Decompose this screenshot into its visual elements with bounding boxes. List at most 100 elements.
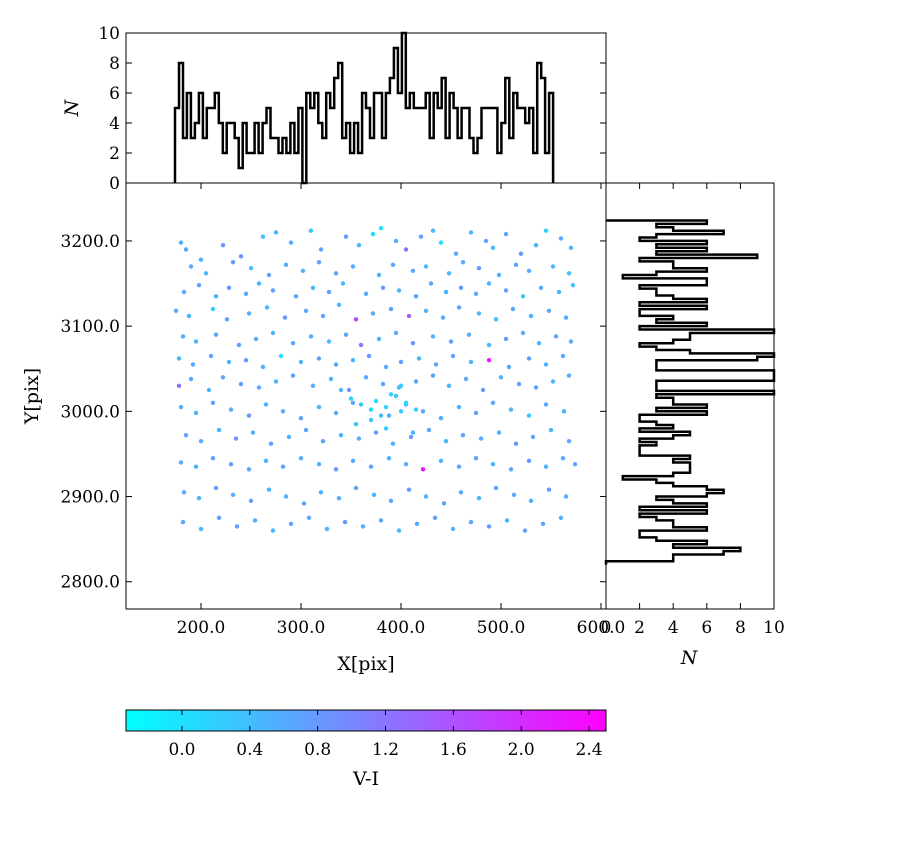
scatter-point <box>353 317 359 322</box>
scatter-point <box>410 341 416 346</box>
colorbar-gradient <box>125 709 607 732</box>
scatter-point <box>408 434 414 440</box>
scatter-point <box>390 262 396 267</box>
scatter-point <box>320 313 326 319</box>
scatter-point <box>473 456 479 461</box>
scatter-point <box>393 238 399 244</box>
top-y-tick-label: 6 <box>109 84 120 104</box>
scatter-point <box>460 260 466 265</box>
scatter-point <box>441 501 447 506</box>
scatter-point <box>370 311 376 316</box>
scatter-point <box>420 467 426 472</box>
scatter-point <box>476 266 482 271</box>
scatter-point <box>371 492 377 497</box>
scatter-point <box>386 456 392 461</box>
scatter-point <box>198 439 204 444</box>
scatter-point <box>518 251 524 256</box>
scatter-point <box>548 427 554 433</box>
scatter-point <box>520 294 526 299</box>
scatter-point <box>210 306 216 312</box>
scatter-y-ticks: 2800.0 2900.0 3000.0 3100.0 3200.0 <box>61 232 606 593</box>
scatter-point <box>410 430 416 435</box>
scatter-point <box>390 441 396 446</box>
scatter-point <box>263 458 269 463</box>
x-tick-label: 300.0 <box>277 618 326 638</box>
scatter-point <box>420 409 426 414</box>
scatter-point <box>458 490 464 495</box>
scatter-point <box>178 240 184 245</box>
scatter-point <box>328 376 334 382</box>
scatter-point <box>252 518 258 523</box>
scatter-point <box>543 402 549 407</box>
scatter-point <box>193 464 199 469</box>
scatter-point <box>383 404 389 410</box>
scatter-point <box>566 271 572 276</box>
y-tick-label: 2800.0 <box>61 573 120 593</box>
scatter-point <box>210 456 216 461</box>
right-x-tick-label: 0 <box>601 618 612 638</box>
scatter-point <box>183 247 189 252</box>
scatter-point <box>413 407 419 412</box>
scatter-point <box>456 464 462 469</box>
scatter-point <box>572 462 578 467</box>
scatter-point <box>363 375 369 380</box>
scatter-point <box>183 433 189 438</box>
scatter-point <box>428 281 434 286</box>
scatter-point <box>310 285 316 290</box>
scatter-point <box>513 441 519 446</box>
scatter-point <box>196 496 202 501</box>
scatter-point <box>342 519 348 525</box>
scatter-point <box>566 373 572 378</box>
scatter-point <box>181 289 187 295</box>
top-histogram-panel: 0 2 4 6 8 10 N <box>61 24 607 194</box>
scatter-point <box>234 524 240 529</box>
scatter-point <box>238 381 244 387</box>
scatter-point <box>246 467 252 472</box>
scatter-point <box>426 427 432 433</box>
colorbar-tick-label: 0.4 <box>236 740 263 760</box>
scatter-point <box>393 330 399 336</box>
scatter-point <box>273 379 279 384</box>
scatter-point <box>460 433 466 438</box>
colorbar-tick-label: 2.0 <box>508 740 535 760</box>
scatter-point <box>413 294 419 299</box>
scatter-point <box>403 462 409 467</box>
scatter-point <box>286 434 292 440</box>
scatter-point <box>324 526 330 532</box>
x-tick-label: 400.0 <box>377 618 426 638</box>
scatter-x-ticks: 200.0 300.0 400.0 500.0 600.0 <box>177 183 625 638</box>
scatter-point <box>506 364 512 370</box>
scatter-point <box>560 456 566 461</box>
scatter-point <box>378 226 384 231</box>
right-histogram-steps <box>604 219 776 565</box>
scatter-point <box>266 272 272 278</box>
scatter-point <box>466 332 472 337</box>
scatter-point <box>453 251 459 256</box>
scatter-point <box>473 291 479 296</box>
scatter-point <box>458 285 464 290</box>
top-histogram-steps <box>173 31 555 185</box>
scatter-point <box>333 362 339 367</box>
scatter-point <box>248 266 254 271</box>
scatter-point <box>246 413 252 418</box>
scatter-point <box>366 353 372 359</box>
scatter-point <box>438 416 444 421</box>
scatter-point <box>316 462 322 467</box>
scatter-point <box>198 257 204 262</box>
scatter-point <box>216 515 222 520</box>
scatter-point <box>473 410 479 416</box>
scatter-point <box>213 294 219 299</box>
scatter-point <box>336 302 342 307</box>
scatter-point <box>556 289 562 295</box>
scatter-point <box>264 305 270 310</box>
top-histogram-frame <box>125 32 607 184</box>
scatter-point <box>298 359 304 365</box>
scatter-point <box>493 317 499 322</box>
scatter-point <box>326 339 332 344</box>
scatter-point <box>246 311 252 316</box>
scatter-point <box>260 234 266 239</box>
scatter-point <box>546 487 552 492</box>
scatter-point <box>376 272 382 278</box>
scatter-point <box>283 494 289 499</box>
scatter-point <box>368 407 374 412</box>
